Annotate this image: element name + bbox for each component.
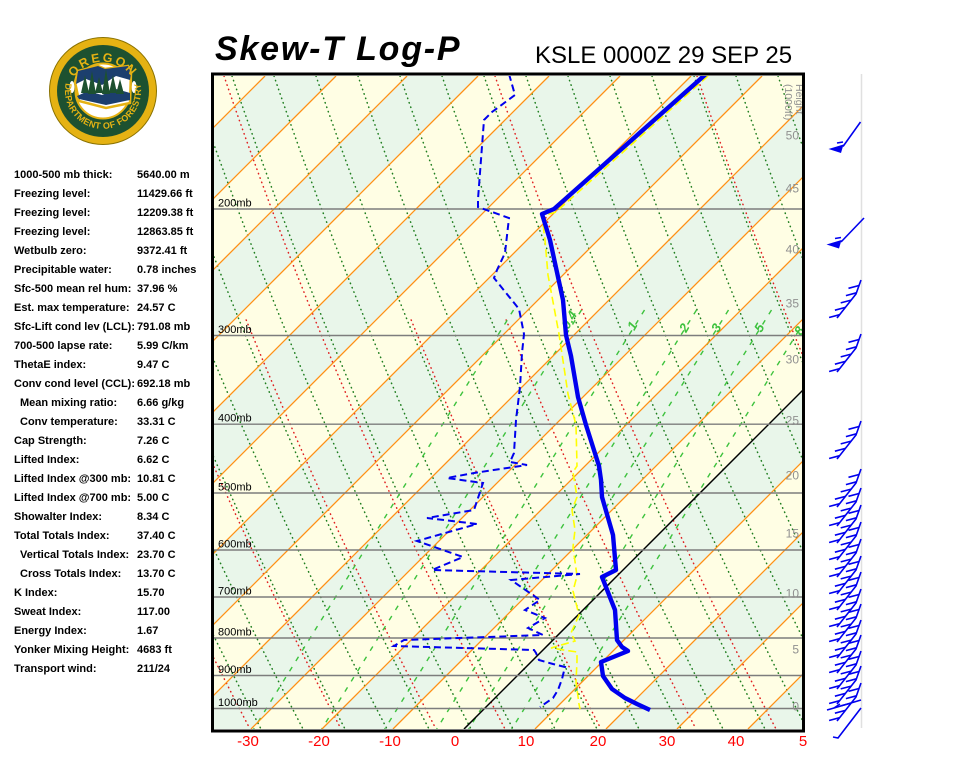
svg-text:20: 20: [786, 469, 800, 483]
svg-text:45: 45: [786, 182, 800, 196]
svg-text:-10: -10: [379, 733, 401, 750]
svg-text:1000mb: 1000mb: [218, 697, 258, 709]
svg-text:700mb: 700mb: [218, 586, 252, 598]
svg-text:(1000ft): (1000ft): [782, 84, 794, 120]
svg-text:10: 10: [786, 587, 800, 601]
svg-text:10: 10: [518, 733, 535, 750]
svg-text:15: 15: [786, 527, 800, 541]
svg-text:600mb: 600mb: [218, 539, 252, 551]
svg-text:20: 20: [590, 733, 607, 750]
svg-text:900mb: 900mb: [218, 664, 252, 676]
svg-text:-20: -20: [308, 733, 330, 750]
svg-text:40: 40: [728, 733, 745, 750]
svg-text:-30: -30: [237, 733, 259, 750]
svg-text:300mb: 300mb: [218, 324, 252, 336]
svg-text:40: 40: [786, 243, 800, 257]
svg-text:800mb: 800mb: [218, 627, 252, 639]
svg-text:200mb: 200mb: [218, 198, 252, 210]
svg-text:5: 5: [799, 733, 807, 750]
svg-text:500mb: 500mb: [218, 482, 252, 494]
svg-text:30: 30: [659, 733, 676, 750]
svg-text:25: 25: [786, 414, 800, 428]
svg-text:0: 0: [792, 700, 799, 714]
svg-text:30: 30: [786, 353, 800, 367]
svg-text:35: 35: [786, 297, 800, 311]
svg-text:400mb: 400mb: [218, 413, 252, 425]
svg-text:0: 0: [451, 733, 459, 750]
svg-text:5: 5: [792, 643, 799, 657]
svg-text:50: 50: [786, 129, 800, 143]
